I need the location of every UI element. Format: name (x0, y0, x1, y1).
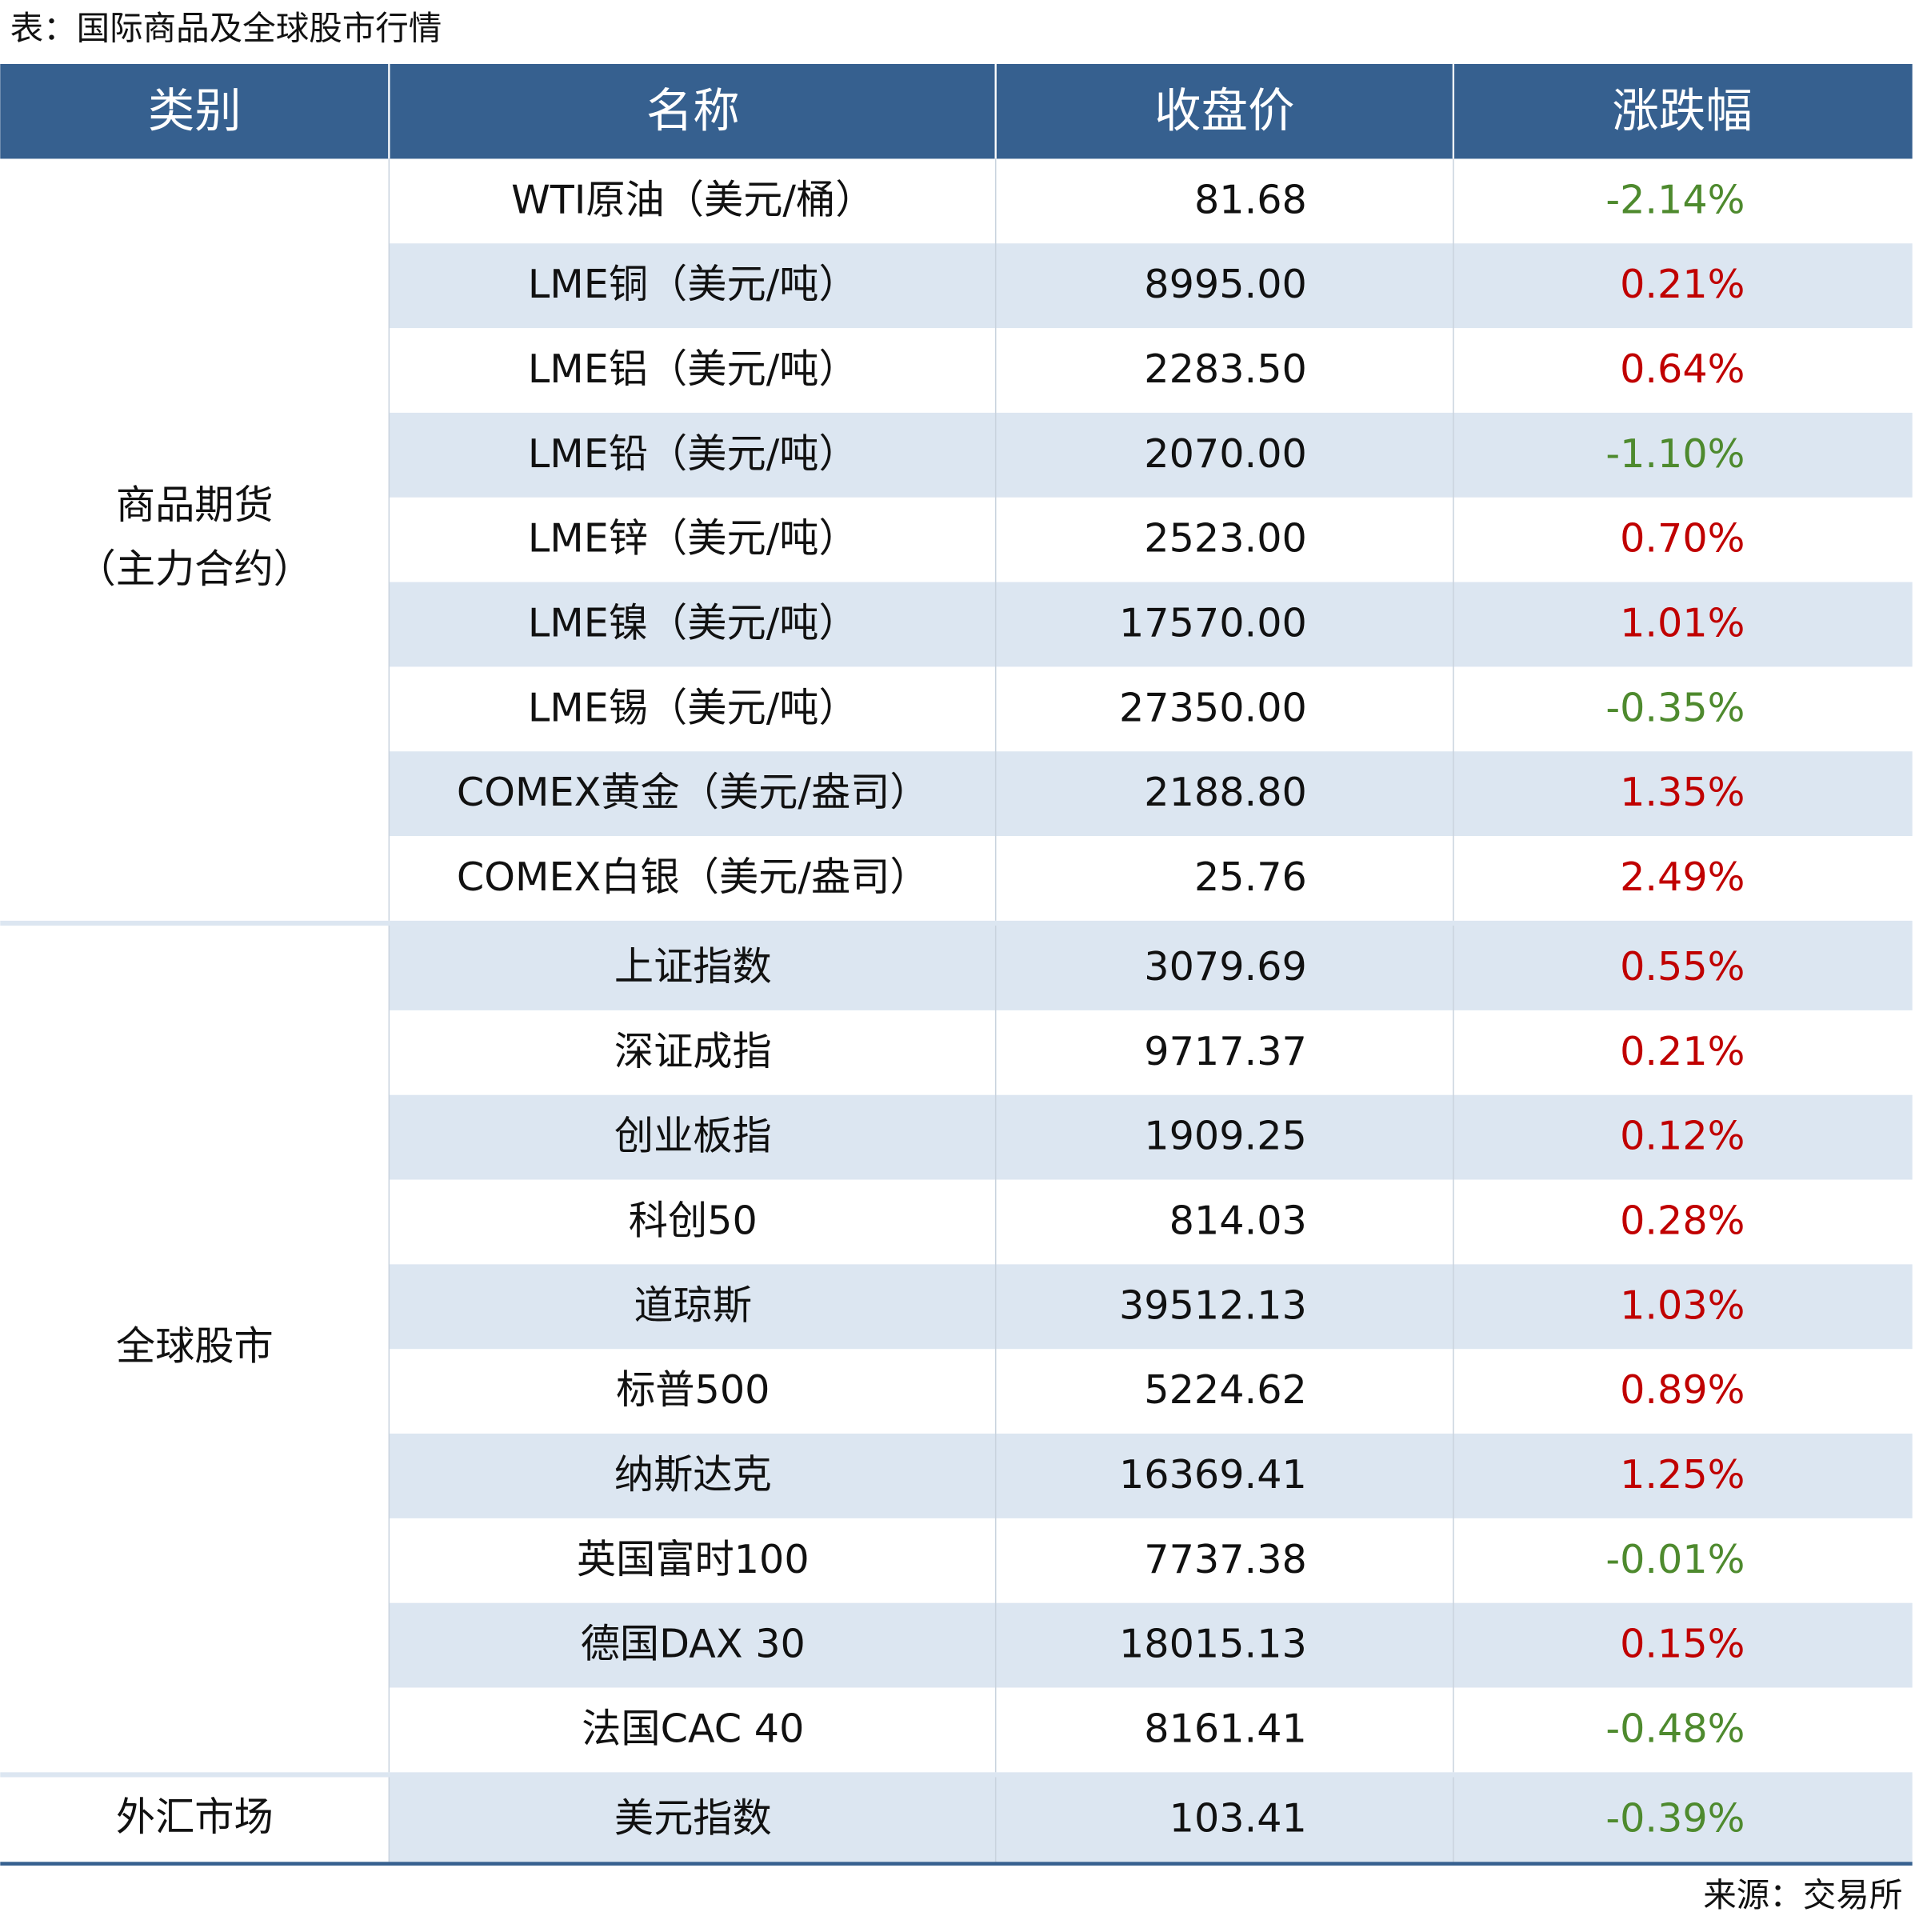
change-cell: 0.21% (1620, 261, 1745, 307)
row-bg (389, 1094, 1913, 1180)
name-cell: 道琼斯 (634, 1282, 752, 1328)
category-cell: 商品期货 (116, 482, 274, 528)
row-bg (389, 1264, 1913, 1350)
price-cell: 25.76 (1194, 854, 1307, 900)
change-cell: -0.35% (1605, 684, 1745, 730)
change-cell: 1.35% (1620, 769, 1745, 815)
change-cell: 0.28% (1620, 1197, 1745, 1243)
row-bg (389, 582, 1913, 667)
header-cell: 类别 (148, 83, 242, 138)
price-cell: 18015.13 (1119, 1621, 1307, 1667)
name-cell: LME锡（美元/吨） (528, 684, 858, 730)
name-cell: 标普500 (616, 1366, 770, 1413)
name-cell: LME锌（美元/吨） (528, 515, 858, 562)
change-cell: 2.49% (1620, 854, 1745, 900)
change-cell: 1.25% (1620, 1451, 1745, 1498)
price-cell: 2523.00 (1144, 515, 1307, 562)
change-cell: -0.01% (1605, 1536, 1745, 1582)
change-cell: -1.10% (1605, 430, 1745, 477)
change-cell: 0.64% (1620, 346, 1745, 392)
price-cell: 2283.50 (1144, 346, 1307, 392)
price-cell: 9717.37 (1144, 1028, 1307, 1074)
name-cell: LME镍（美元/吨） (528, 600, 858, 646)
price-cell: 8161.41 (1144, 1705, 1307, 1751)
row-bg (389, 1777, 1913, 1862)
change-cell: 0.21% (1620, 1028, 1745, 1074)
source: 来源：交易所 (1703, 1875, 1902, 1914)
change-cell: -0.48% (1605, 1705, 1745, 1751)
name-cell: LME铜（美元/吨） (528, 261, 858, 307)
name-cell: LME铝（美元/吨） (528, 346, 858, 392)
price-cell: 3079.69 (1144, 943, 1307, 990)
name-cell: 德国DAX 30 (581, 1621, 806, 1667)
change-cell: -2.14% (1605, 176, 1745, 222)
row-bg (389, 751, 1913, 837)
name-cell: WTI原油（美元/桶） (511, 176, 874, 222)
group-separator (0, 1772, 1913, 1778)
row-bg (389, 1602, 1913, 1688)
price-cell: 7737.38 (1144, 1536, 1307, 1582)
row-bg (389, 412, 1913, 498)
price-cell: 8995.00 (1144, 261, 1307, 307)
name-cell: 英国富时100 (577, 1536, 810, 1582)
price-cell: 5224.62 (1144, 1366, 1307, 1413)
row-bg (389, 243, 1913, 329)
bottom-rule (0, 1862, 1913, 1866)
price-cell: 2188.80 (1144, 769, 1307, 815)
name-cell: 科创50 (629, 1197, 758, 1243)
header-cell: 收盘价 (1154, 83, 1294, 138)
price-cell: 17570.00 (1119, 600, 1307, 646)
price-cell: 27350.00 (1119, 684, 1307, 730)
price-cell: 1909.25 (1144, 1113, 1307, 1159)
price-cell: 39512.13 (1119, 1282, 1307, 1328)
header-cell: 名称 (646, 83, 740, 138)
name-cell: 纳斯达克 (614, 1451, 772, 1498)
change-cell: 1.01% (1620, 600, 1745, 646)
name-cell: COMEX黄金（美元/盎司） (457, 769, 930, 815)
change-cell: 1.03% (1620, 1282, 1745, 1328)
title: 表：国际商品及全球股市行情 (10, 8, 442, 47)
group-separator (0, 920, 1913, 926)
category-cell: 全球股市 (116, 1323, 274, 1370)
category-cell: 外汇市场 (116, 1794, 274, 1840)
change-cell: 0.15% (1620, 1621, 1745, 1667)
name-cell: 美元指数 (614, 1794, 772, 1841)
price-cell: 16369.41 (1119, 1451, 1307, 1498)
name-cell: LME铅（美元/吨） (528, 430, 858, 477)
name-cell: 法国CAC 40 (582, 1705, 804, 1751)
name-cell: 创业板指 (614, 1113, 772, 1159)
change-cell: 0.55% (1620, 943, 1745, 990)
name-cell: COMEX白银（美元/盎司） (457, 854, 930, 900)
change-cell: 0.70% (1620, 515, 1745, 562)
price-cell: 2070.00 (1144, 430, 1307, 477)
category-cell: （主力合约） (77, 546, 313, 592)
header-bg (0, 63, 1913, 159)
change-cell: 0.12% (1620, 1113, 1745, 1159)
change-cell: 0.89% (1620, 1366, 1745, 1413)
name-cell: 深证成指 (614, 1028, 772, 1074)
price-cell: 81.68 (1194, 176, 1307, 222)
row-bg (389, 1434, 1913, 1518)
price-cell: 814.03 (1169, 1197, 1307, 1243)
header-cell: 涨跌幅 (1612, 83, 1752, 138)
price-cell: 103.41 (1169, 1794, 1307, 1841)
row-bg (389, 926, 1913, 1010)
name-cell: 上证指数 (614, 943, 772, 990)
change-cell: -0.39% (1605, 1794, 1745, 1841)
